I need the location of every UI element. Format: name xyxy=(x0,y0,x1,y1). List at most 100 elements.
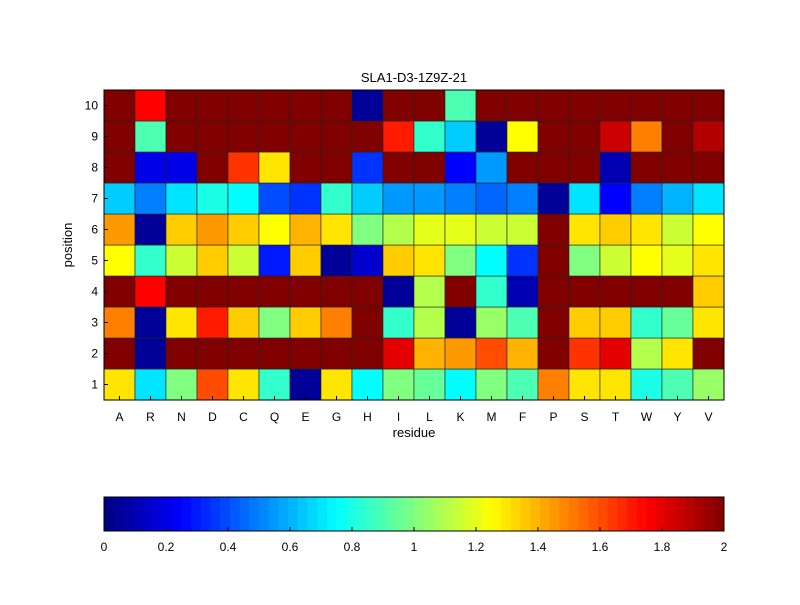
colorbar-segment xyxy=(404,497,415,531)
cell-H-2 xyxy=(351,337,384,370)
x-tick-label: F xyxy=(519,410,526,424)
cell-I-8 xyxy=(382,151,415,184)
cell-S-7 xyxy=(568,182,601,215)
x-tick-label: M xyxy=(487,410,497,424)
cell-V-10 xyxy=(692,89,725,122)
cell-H-6 xyxy=(351,213,384,246)
colorbar-segment xyxy=(491,497,502,531)
cell-Q-1 xyxy=(258,368,291,401)
cell-K-6 xyxy=(444,213,477,246)
cell-L-8 xyxy=(413,151,446,184)
chart-title: SLA1-D3-1Z9Z-21 xyxy=(361,70,467,85)
colorbar-segment xyxy=(113,497,124,531)
colorbar-tick-label: 1.2 xyxy=(468,540,485,554)
x-tick-label: W xyxy=(641,410,653,424)
colorbar-segment xyxy=(433,497,444,531)
colorbar-segment xyxy=(607,497,618,531)
colorbar-segment xyxy=(239,497,250,531)
cell-V-2 xyxy=(692,337,725,370)
cell-H-7 xyxy=(351,182,384,215)
y-tick-label: 3 xyxy=(91,316,98,330)
cell-K-7 xyxy=(444,182,477,215)
cell-L-9 xyxy=(413,120,446,153)
colorbar-segment xyxy=(355,497,367,531)
cell-V-1 xyxy=(692,368,725,401)
cell-Q-5 xyxy=(258,244,291,277)
colorbar-segment xyxy=(259,497,270,531)
cell-V-3 xyxy=(692,306,725,339)
x-tick-label: C xyxy=(239,410,248,424)
cell-L-6 xyxy=(413,213,446,246)
cell-D-3 xyxy=(196,306,229,339)
cell-S-3 xyxy=(568,306,601,339)
x-tick-label: T xyxy=(612,410,620,424)
colorbar-segment xyxy=(394,497,405,531)
cell-I-2 xyxy=(382,337,415,370)
colorbar-segment xyxy=(346,497,357,531)
cell-H-10 xyxy=(351,89,384,122)
cell-K-9 xyxy=(444,120,477,153)
x-tick-label: H xyxy=(363,410,372,424)
colorbar-tick-label: 0 xyxy=(101,540,108,554)
cell-R-9 xyxy=(134,120,167,153)
cell-D-5 xyxy=(196,244,229,277)
cell-V-5 xyxy=(692,244,725,277)
cell-G-2 xyxy=(320,337,353,370)
colorbar-segment xyxy=(307,497,318,531)
cell-C-6 xyxy=(227,213,260,246)
colorbar-segment xyxy=(510,497,522,531)
colorbar-segment xyxy=(171,497,182,531)
cell-R-8 xyxy=(134,151,167,184)
colorbar-tick-label: 1.8 xyxy=(654,540,671,554)
cell-Y-5 xyxy=(661,244,694,277)
cell-L-5 xyxy=(413,244,446,277)
cell-C-5 xyxy=(227,244,260,277)
cell-I-3 xyxy=(382,306,415,339)
colorbar-tick-label: 0.4 xyxy=(220,540,237,554)
x-tick-label: L xyxy=(426,410,433,424)
cell-W-1 xyxy=(630,368,663,401)
colorbar-segment xyxy=(288,497,299,531)
cell-P-10 xyxy=(537,89,570,122)
cell-E-2 xyxy=(289,337,322,370)
cell-I-10 xyxy=(382,89,415,122)
cell-M-10 xyxy=(475,89,508,122)
colorbar-segment xyxy=(501,497,512,531)
cell-E-10 xyxy=(289,89,322,122)
colorbar-segment xyxy=(200,497,212,531)
cell-W-6 xyxy=(630,213,663,246)
colorbar-segment xyxy=(443,497,454,531)
cell-I-6 xyxy=(382,213,415,246)
cell-F-8 xyxy=(506,151,539,184)
cell-G-10 xyxy=(320,89,353,122)
cell-G-4 xyxy=(320,275,353,308)
cell-S-9 xyxy=(568,120,601,153)
cell-Y-2 xyxy=(661,337,694,370)
colorbar-segment xyxy=(210,497,221,531)
cell-S-4 xyxy=(568,275,601,308)
cell-Q-7 xyxy=(258,182,291,215)
cell-S-2 xyxy=(568,337,601,370)
cell-D-7 xyxy=(196,182,229,215)
cell-P-7 xyxy=(537,182,570,215)
cell-W-2 xyxy=(630,337,663,370)
y-tick-label: 1 xyxy=(91,378,98,392)
colorbar-segment xyxy=(569,497,580,531)
cell-F-6 xyxy=(506,213,539,246)
cell-Y-10 xyxy=(661,89,694,122)
cell-P-1 xyxy=(537,368,570,401)
cell-R-7 xyxy=(134,182,167,215)
colorbar-segment xyxy=(472,497,483,531)
cell-N-10 xyxy=(165,89,198,122)
cell-L-3 xyxy=(413,306,446,339)
cell-Q-10 xyxy=(258,89,291,122)
colorbar-segment xyxy=(326,497,337,531)
cell-P-2 xyxy=(537,337,570,370)
cell-F-2 xyxy=(506,337,539,370)
colorbar-tick-label: 0.8 xyxy=(344,540,361,554)
colorbar-segment xyxy=(549,497,560,531)
colorbar-segment xyxy=(588,497,599,531)
cell-A-2 xyxy=(103,337,136,370)
cell-Q-8 xyxy=(258,151,291,184)
